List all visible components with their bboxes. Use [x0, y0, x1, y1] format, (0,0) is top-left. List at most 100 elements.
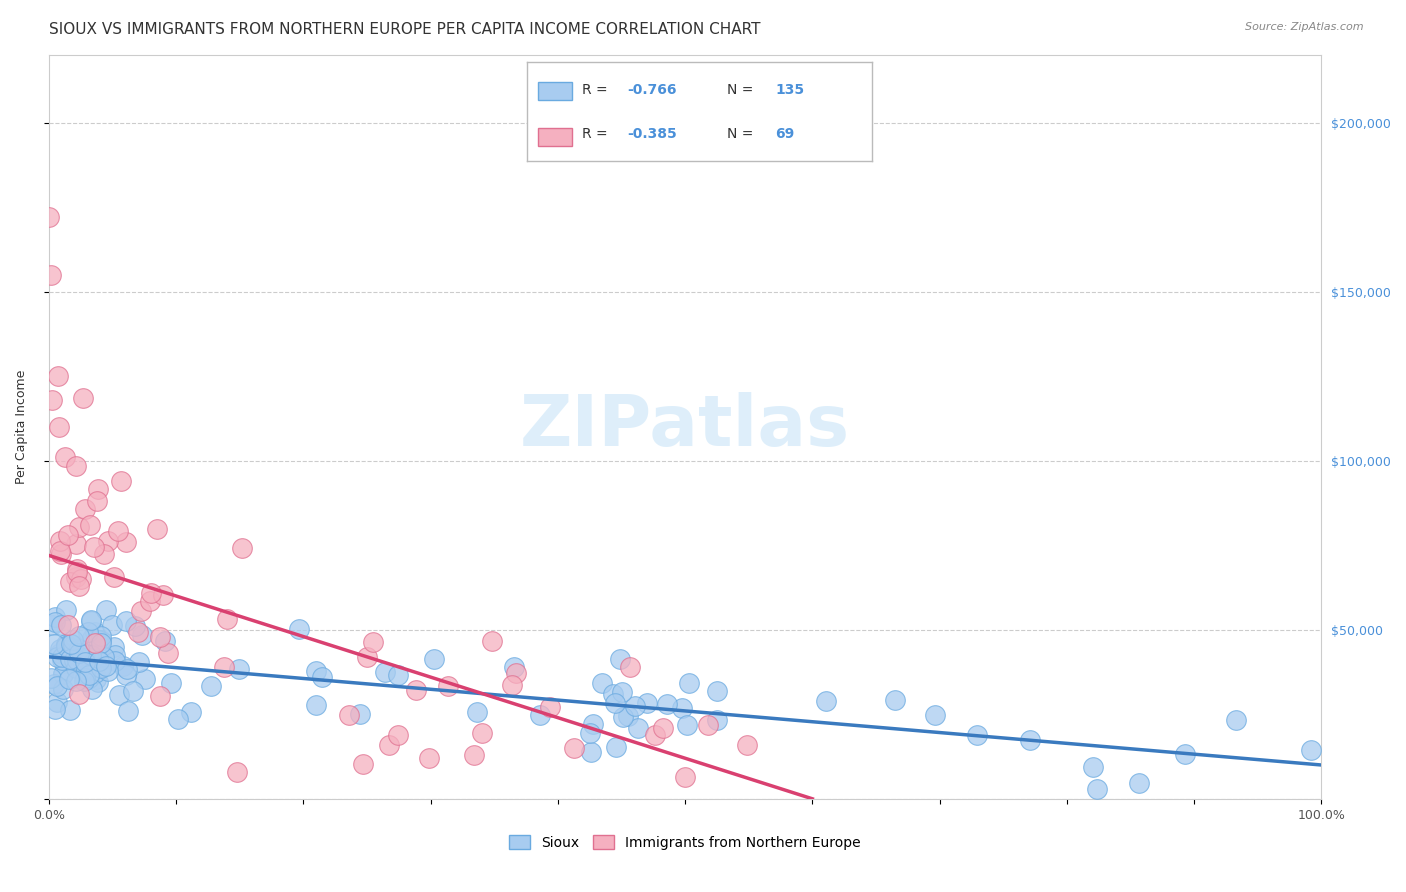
Point [66, 561, 89, 575]
Point [77, 671, 100, 685]
Point [80, 648, 103, 662]
Point [619, 660, 641, 674]
Point [180, 705, 202, 719]
Point [114, 667, 136, 681]
Point [706, 683, 728, 698]
Point [69, 649, 91, 664]
Point [83, 625, 105, 640]
Point [104, 648, 127, 662]
Point [529, 708, 551, 723]
Point [405, 682, 427, 697]
Point [627, 722, 650, 736]
Point [471, 726, 494, 740]
Point [44, 615, 66, 629]
Point [503, 660, 526, 674]
Point [610, 685, 633, 699]
Point [129, 603, 152, 617]
Point [77, 651, 100, 665]
Point [67, 641, 90, 656]
Point [90, 661, 112, 675]
Point [65, 458, 87, 473]
Point [58, 672, 80, 686]
Point [387, 728, 409, 742]
Point [146, 522, 169, 536]
Point [90, 636, 112, 650]
Point [418, 751, 440, 765]
Point [103, 570, 125, 584]
Point [87, 654, 110, 668]
Point [1301, 743, 1323, 757]
Point [84, 636, 107, 650]
Point [149, 630, 172, 644]
Text: N =: N = [727, 127, 754, 141]
FancyBboxPatch shape [537, 128, 572, 146]
Point [42, 677, 65, 691]
Point [51, 649, 73, 664]
Point [104, 654, 127, 668]
Point [128, 655, 150, 669]
Point [48, 544, 70, 558]
Point [884, 693, 907, 707]
Point [114, 535, 136, 549]
Point [73, 502, 96, 516]
Point [153, 634, 176, 648]
Point [55, 637, 77, 651]
Point [87, 674, 110, 689]
Point [1085, 781, 1108, 796]
Point [41, 618, 63, 632]
Point [337, 707, 360, 722]
Point [200, 679, 222, 693]
Point [111, 658, 134, 673]
Point [59, 636, 82, 650]
Text: -0.385: -0.385 [627, 127, 676, 141]
Point [605, 739, 627, 754]
Point [463, 747, 485, 762]
Point [55, 639, 77, 653]
Text: Source: ZipAtlas.com: Source: ZipAtlas.com [1246, 22, 1364, 32]
Point [58, 652, 80, 666]
Point [134, 672, 156, 686]
Point [349, 706, 371, 721]
Point [59, 574, 82, 589]
Point [80, 614, 103, 628]
Point [51, 653, 73, 667]
Point [1128, 776, 1150, 790]
Point [65, 653, 87, 667]
Point [56, 528, 79, 542]
Point [41, 671, 63, 685]
Point [38, 211, 60, 225]
Point [73, 673, 96, 688]
Point [75, 671, 97, 685]
Point [655, 698, 678, 712]
Point [139, 585, 162, 599]
Text: 69: 69 [775, 127, 794, 141]
Text: N =: N = [727, 83, 754, 97]
Point [49, 533, 72, 548]
Point [602, 687, 624, 701]
Point [93, 650, 115, 665]
Point [363, 634, 385, 648]
Point [156, 646, 179, 660]
Point [84, 666, 107, 681]
Point [42, 637, 65, 651]
Point [505, 665, 527, 680]
Point [39, 268, 62, 282]
Point [83, 540, 105, 554]
Point [138, 593, 160, 607]
Point [84, 633, 107, 648]
FancyBboxPatch shape [537, 82, 572, 100]
Point [814, 694, 837, 708]
Point [616, 709, 638, 723]
Text: SIOUX VS IMMIGRANTS FROM NORTHERN EUROPE PER CAPITA INCOME CORRELATION CHART: SIOUX VS IMMIGRANTS FROM NORTHERN EUROPE… [49, 22, 761, 37]
Point [75, 655, 97, 669]
Point [86, 494, 108, 508]
Point [212, 660, 235, 674]
Point [225, 765, 247, 780]
Point [55, 643, 77, 657]
Point [228, 662, 250, 676]
Text: 135: 135 [775, 83, 804, 97]
Point [80, 613, 103, 627]
Point [1225, 713, 1247, 727]
Point [671, 700, 693, 714]
Point [69, 646, 91, 660]
